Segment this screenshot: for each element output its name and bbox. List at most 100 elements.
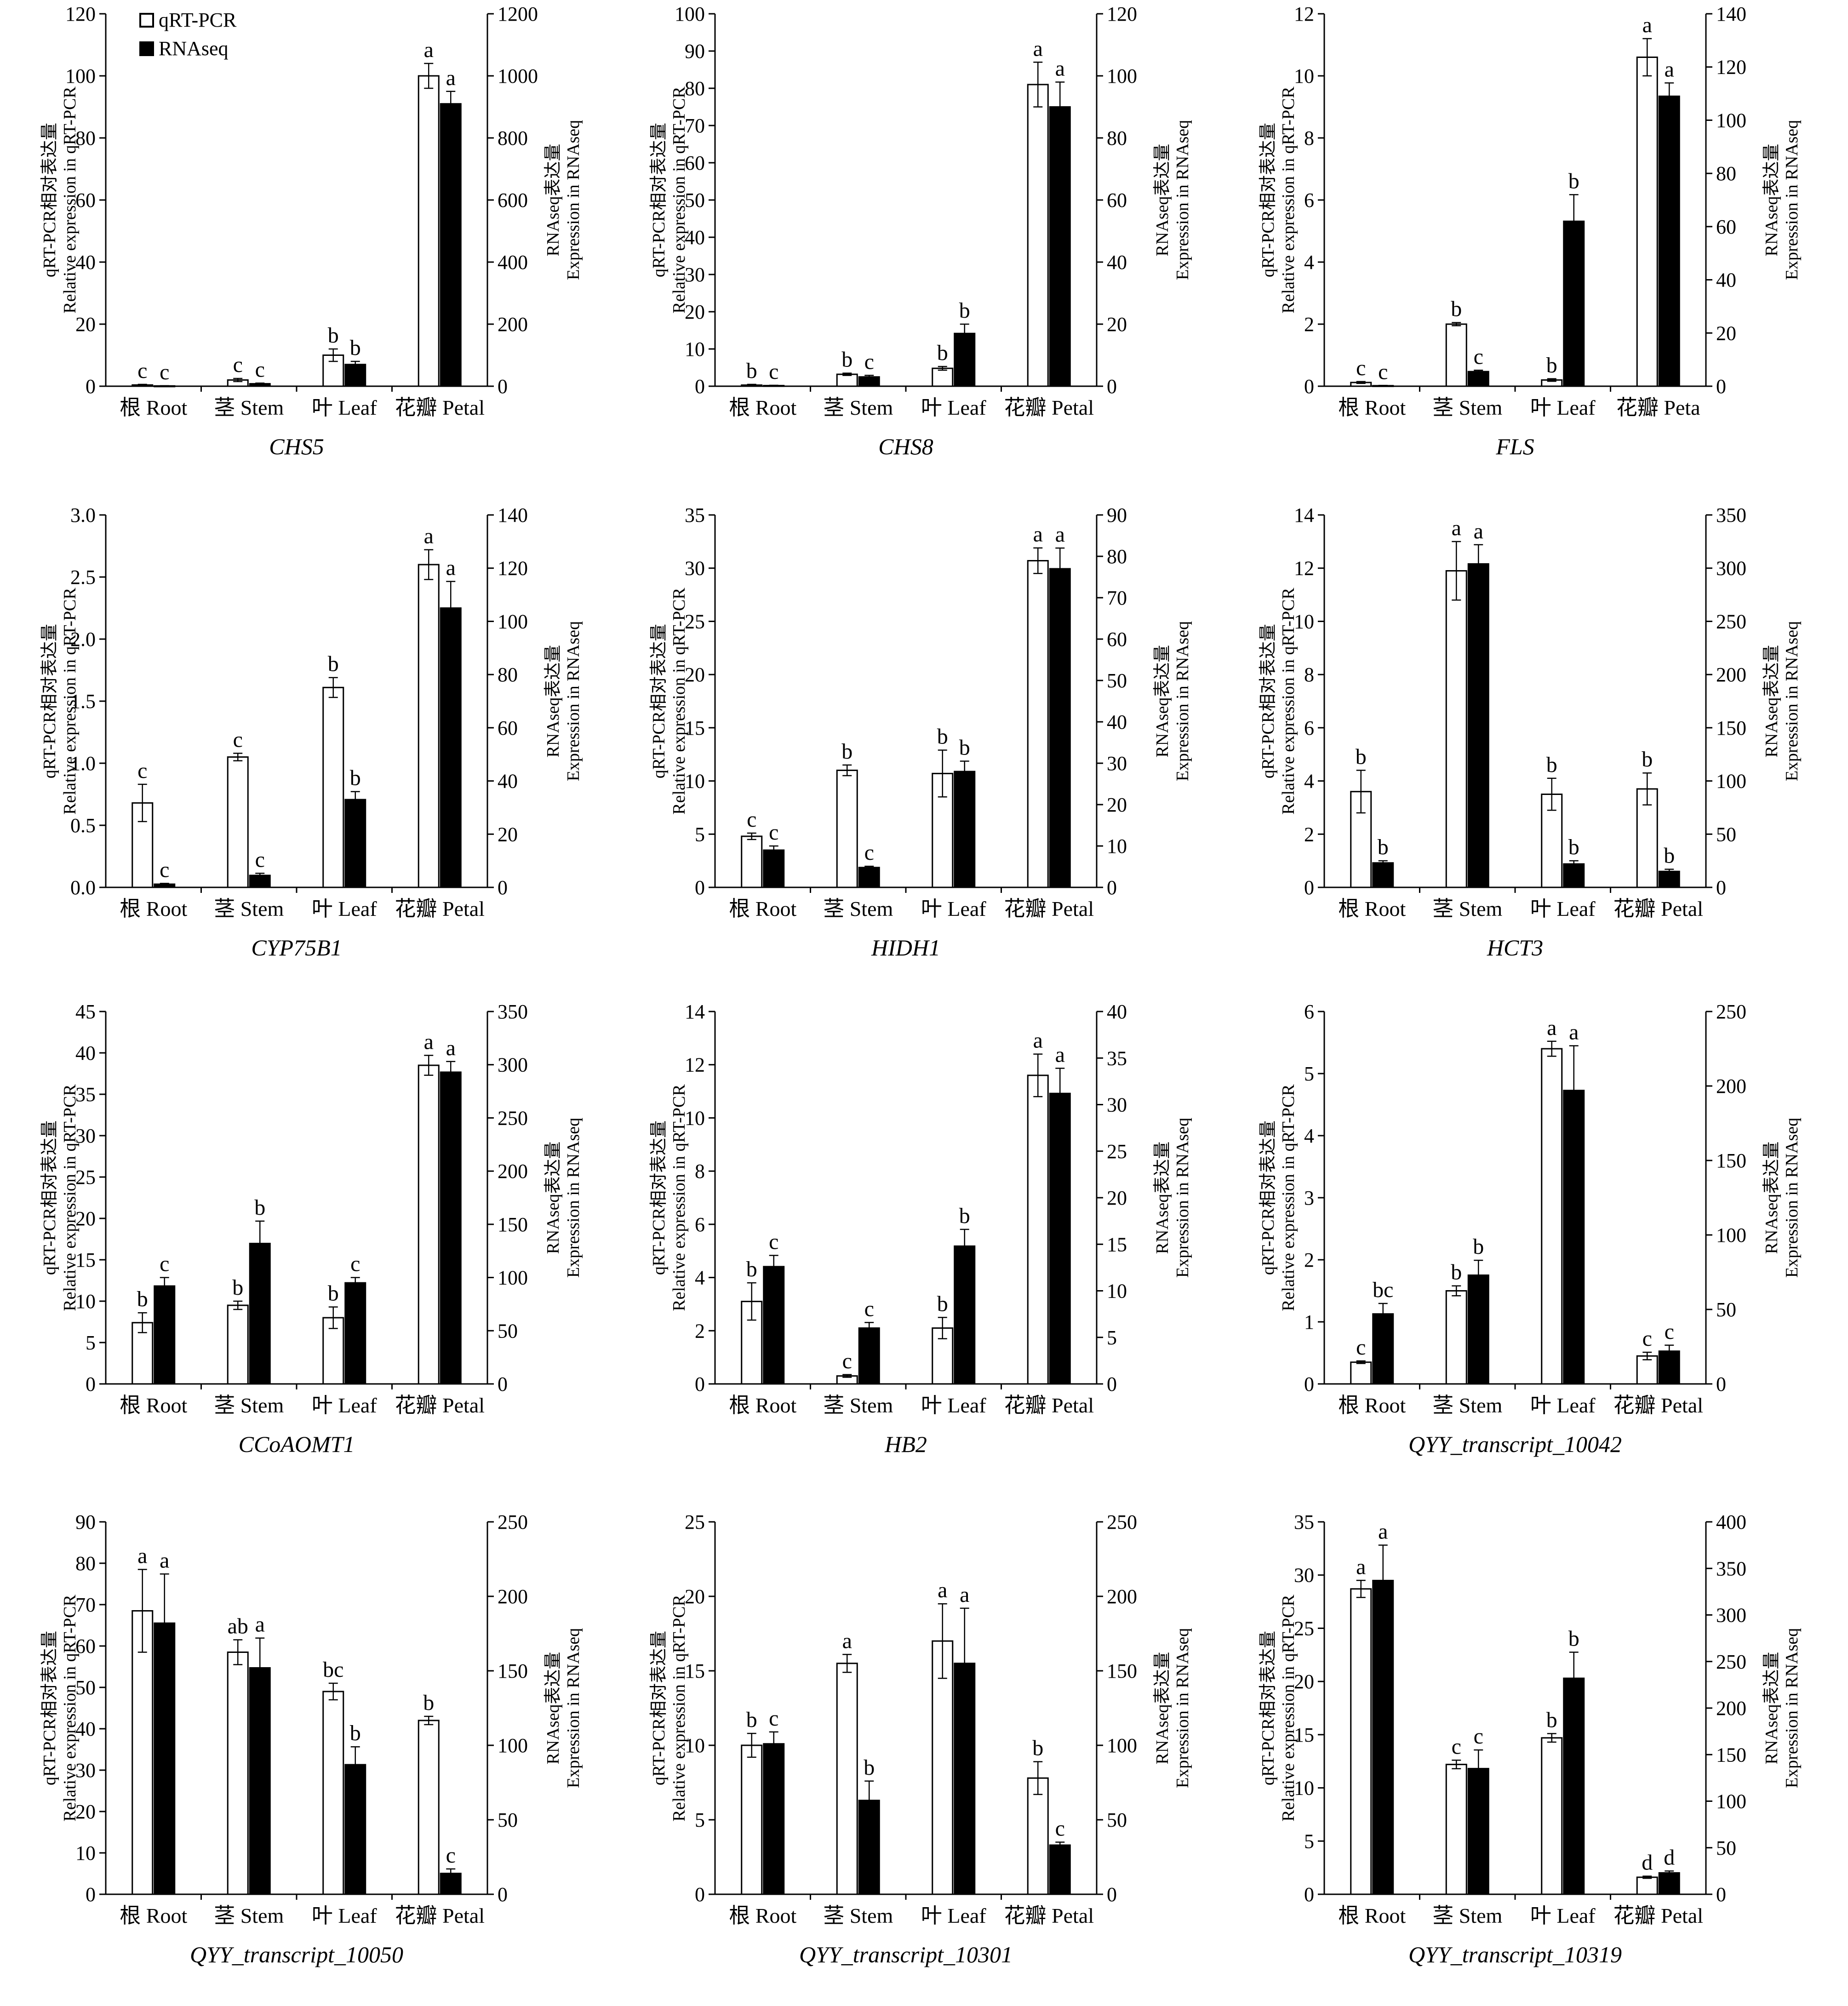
category-label: 叶 Leaf (1530, 897, 1596, 920)
left-tick-label: 6 (695, 1213, 705, 1236)
right-tick-label: 150 (1107, 1660, 1137, 1682)
left-tick-label: 80 (75, 127, 96, 149)
significance-label: c (350, 1252, 360, 1276)
qpcr-bar (1445, 1764, 1467, 1895)
significance-label: c (137, 359, 147, 383)
significance-label: b (746, 1708, 757, 1732)
category-label: 叶 Leaf (312, 897, 377, 920)
rnaseq-bar (1372, 1313, 1394, 1385)
category-label: 花瓣 Petal (395, 396, 485, 419)
left-tick-label: 12 (1294, 3, 1314, 25)
significance-label: a (1055, 1043, 1065, 1067)
right-tick-label: 40 (1107, 251, 1127, 274)
left-tick-label: 5 (86, 1332, 96, 1354)
significance-label: a (1569, 1020, 1579, 1045)
category-label: 根 Root (120, 396, 187, 419)
category-label: 茎 Stem (214, 396, 284, 419)
right-tick-label: 0 (498, 375, 508, 398)
qpcr-bar (1445, 323, 1467, 387)
left-tick-label: 20 (685, 1585, 705, 1608)
left-tick-label: 0 (86, 375, 96, 398)
right-tick-label: 50 (1107, 669, 1127, 692)
left-tick-label: 100 (65, 65, 96, 87)
right-tick-label: 50 (1716, 1298, 1736, 1321)
right-tick-label: 0 (1716, 876, 1726, 899)
right-tick-label: 100 (498, 1734, 528, 1757)
rnaseq-bar (1658, 95, 1680, 387)
category-label: 叶 Leaf (1530, 396, 1596, 419)
right-tick-label: 50 (498, 1320, 518, 1342)
right-axis-label-en: Expression in RNAseq (564, 120, 583, 280)
qpcr-bar (1027, 1074, 1049, 1385)
significance-label: a (1378, 1520, 1388, 1544)
left-tick-label: 40 (685, 226, 705, 249)
right-tick-label: 250 (1107, 1511, 1137, 1533)
qpcr-bar (1445, 570, 1467, 888)
legend: qRT-PCR RNAseq (139, 9, 237, 60)
left-tick-label: 20 (75, 1207, 96, 1230)
left-axis-label-en: Relative expression in qRT-PCR (60, 86, 80, 314)
significance-label: c (1055, 1817, 1065, 1841)
left-tick-label: 2.0 (70, 628, 96, 651)
right-tick-label: 60 (498, 717, 518, 739)
left-tick-label: 25 (75, 1166, 96, 1189)
rnaseq-bar (1372, 862, 1394, 888)
significance-label: b (1664, 844, 1675, 868)
right-tick-label: 0 (498, 1883, 508, 1906)
right-axis-label-cn: RNAseq表达量 (544, 1142, 563, 1254)
significance-label: a (255, 1612, 265, 1637)
right-tick-label: 250 (498, 1511, 528, 1533)
right-tick-label: 120 (1107, 3, 1137, 25)
category-label: 花瓣 Petal (395, 1394, 485, 1417)
qpcr-bar (322, 686, 344, 888)
right-tick-label: 200 (498, 1160, 528, 1183)
left-tick-label: 12 (1294, 557, 1314, 580)
significance-label: b (1568, 1627, 1579, 1651)
left-tick-label: 30 (1294, 1564, 1314, 1587)
left-axis-label-en: Relative expression in qRT-PCR (60, 588, 80, 815)
left-tick-label: 5 (1304, 1063, 1314, 1085)
right-tick-label: 40 (1107, 711, 1127, 733)
gene-name: QYY_transcript_10042 (1408, 1431, 1622, 1457)
rnaseq-bar (249, 1667, 271, 1895)
left-tick-label: 2 (1304, 313, 1314, 336)
right-tick-label: 80 (1107, 127, 1127, 149)
significance-label: ab (228, 1614, 248, 1639)
left-tick-label: 20 (75, 1800, 96, 1823)
left-tick-label: 15 (685, 1660, 705, 1682)
right-tick-label: 400 (498, 251, 528, 274)
right-tick-label: 30 (1107, 752, 1127, 775)
rnaseq-bar (954, 771, 976, 888)
significance-label: c (1474, 1724, 1483, 1749)
right-tick-label: 60 (1107, 628, 1127, 651)
right-axis-label-en: Expression in RNAseq (1782, 621, 1802, 781)
right-tick-label: 250 (1716, 1000, 1746, 1023)
gene-name: CYP75B1 (251, 935, 342, 960)
right-tick-label: 15 (1107, 1233, 1127, 1256)
left-tick-label: 2.5 (70, 566, 96, 589)
right-axis-label-en: Expression in RNAseq (564, 1118, 583, 1278)
right-axis-label-en: Expression in RNAseq (1782, 120, 1802, 280)
category-label: 根 Root (729, 396, 796, 419)
left-tick-label: 50 (685, 189, 705, 211)
right-tick-label: 1200 (498, 3, 538, 25)
significance-label: c (160, 1252, 169, 1276)
rnaseq-bar (344, 1282, 366, 1385)
gene-name: HIDH1 (871, 935, 940, 960)
significance-label: bc (1373, 1278, 1393, 1302)
right-tick-label: 140 (498, 504, 528, 526)
right-tick-label: 20 (1107, 794, 1127, 816)
rnaseq-bar (344, 1764, 366, 1895)
category-label: 叶 Leaf (312, 1394, 377, 1417)
left-tick-label: 0 (1304, 1373, 1314, 1395)
qpcr-bar (227, 756, 249, 888)
chart-panel: 0 10 20 30 40 50 60 70 80 90 0 50 100 150 200 250 根 Root… (40, 1511, 583, 1967)
category-label: 叶 Leaf (921, 1394, 986, 1417)
right-axis-label-en: Expression in RNAseq (1173, 621, 1192, 781)
significance-label: a (424, 38, 434, 62)
significance-label: b (1378, 835, 1389, 859)
left-tick-label: 30 (685, 557, 705, 580)
left-tick-label: 0 (695, 1373, 705, 1395)
